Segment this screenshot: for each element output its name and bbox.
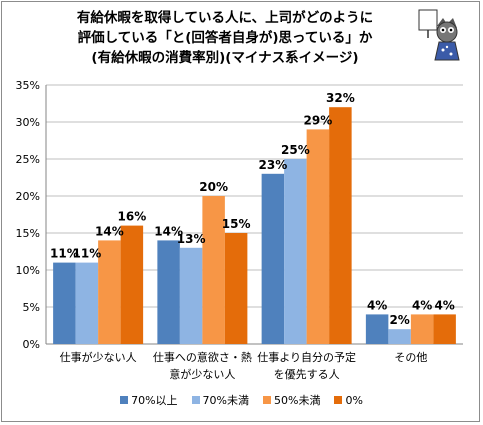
x-category-label: を優先する人 — [274, 368, 340, 381]
bar — [53, 262, 76, 344]
data-label: 14% — [154, 224, 183, 238]
data-label: 13% — [177, 232, 206, 246]
y-tick-label: 30% — [16, 116, 40, 129]
bars — [53, 107, 456, 344]
legend-label: 0% — [345, 393, 363, 407]
data-label: 11% — [50, 247, 79, 261]
data-label: 25% — [281, 143, 310, 157]
bar — [388, 329, 411, 344]
bar — [329, 107, 352, 344]
legend-item: 70%以上 — [120, 392, 178, 408]
data-label: 15% — [222, 217, 251, 231]
bar — [284, 159, 307, 344]
legend-item: 50%未満 — [263, 392, 320, 408]
x-category-label: その他 — [394, 351, 427, 364]
bar — [75, 262, 99, 344]
data-label: 20% — [199, 180, 228, 194]
bar — [433, 314, 456, 344]
data-label: 23% — [259, 158, 288, 172]
bar — [261, 173, 285, 344]
y-tick-label: 15% — [16, 227, 40, 240]
chart-title: 有給休暇を取得している人に、上司がどのように 評価している「と(回答者自身が)思… — [40, 8, 410, 68]
bar — [410, 314, 434, 344]
y-tick-label: 5% — [23, 301, 40, 314]
title-line-2: 評価している「と(回答者自身が)思っている」か — [77, 30, 373, 46]
data-label: 2% — [389, 313, 409, 327]
bar — [157, 240, 180, 344]
x-category-label: 意が少ない人 — [169, 367, 235, 381]
bar — [98, 240, 121, 344]
x-category-label: 仕事への意欲さ・熱 — [153, 350, 252, 364]
data-label: 4% — [412, 298, 432, 312]
cat-mascot-icon — [418, 9, 460, 61]
bar — [202, 196, 225, 344]
bar — [224, 233, 248, 344]
bar — [179, 247, 203, 344]
y-tick-label: 25% — [16, 153, 40, 166]
legend-swatch — [120, 396, 129, 404]
legend-swatch — [191, 396, 200, 404]
data-label: 14% — [95, 224, 124, 238]
data-label: 32% — [326, 91, 355, 105]
data-label: 11% — [73, 247, 102, 261]
y-tick-label: 10% — [16, 264, 40, 277]
legend-item: 0% — [334, 392, 363, 408]
legend-label: 50%未満 — [274, 394, 321, 407]
legend-label: 70%未満 — [202, 394, 249, 407]
y-axis-ticks: 0% 5% 10% 15% 20% 25% 30% 35% — [16, 79, 40, 351]
title-line-1: 有給休暇を取得している人に、上司がどのように — [76, 10, 374, 26]
bar — [120, 225, 144, 344]
data-label: 4% — [367, 298, 387, 312]
x-category-label: 仕事より自分の予定 — [257, 350, 356, 364]
bar — [365, 314, 389, 344]
y-tick-label: 0% — [23, 338, 40, 351]
legend-swatch — [263, 396, 271, 404]
legend-swatch — [334, 396, 343, 404]
x-category-label: 仕事が少ない人 — [60, 350, 137, 364]
y-tick-label: 20% — [16, 190, 40, 203]
data-label: 4% — [434, 298, 454, 312]
data-label: 16% — [118, 210, 147, 224]
legend-label: 70%以上 — [131, 394, 178, 407]
bar — [306, 129, 330, 344]
y-tick-label: 35% — [16, 79, 40, 92]
legend-item: 70%未満 — [191, 392, 249, 408]
title-line-3: (有給休暇の消費率別)(マイナス系イメージ) — [91, 50, 359, 66]
chart-legend: 70%以上 70%未満 50%未満 0% — [0, 392, 483, 408]
data-label: 29% — [304, 113, 333, 127]
data-labels: 11% 14% 23% 4% 11% 13% 25% 2% 14% 20% 29% 4% 16% 15% 3… — [50, 91, 455, 327]
